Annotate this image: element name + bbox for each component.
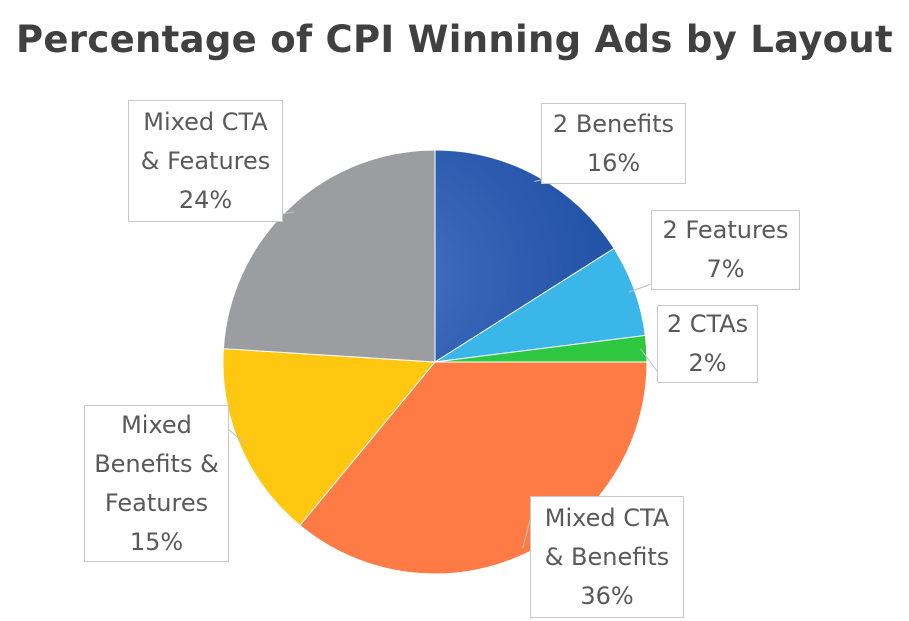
slice-value: 36% [580,581,634,610]
slice-value: 16% [586,148,641,177]
slice-label: Mixed CTA & Benefits [544,503,670,571]
chart-title: Percentage of CPI Winning Ads by Layout [15,18,893,61]
pie-slice-mixed-benefits-features [222,348,437,527]
leader-line [640,348,658,372]
leader-line [522,519,531,549]
slice-label: Mixed CTA & Features [140,107,271,175]
leader-line [228,429,247,445]
slice-label: 2 Benefits [552,109,675,138]
slice-label: Mixed Benefits & Features [94,410,219,517]
slice-label: 2 Features [662,216,789,244]
data-label: 2 CTAs 2% [657,305,758,383]
slice-value: 15% [129,527,184,556]
leader-line [282,211,295,215]
leader-line [628,283,652,293]
data-label: 2 Features 7% [651,210,800,290]
slice-value: 2% [688,349,727,377]
slice-value: 7% [706,255,745,283]
data-label: Mixed CTA & Benefits 36% [530,496,684,618]
pie-slice-mixed-cta-features [222,149,436,363]
slice-label: 2 CTAs [666,310,749,338]
leader-line [534,179,542,182]
data-label: Mixed Benefits & Features 15% [84,405,229,562]
data-label: Mixed CTA & Features 24% [128,100,283,222]
data-label: 2 Benefits 16% [541,103,686,184]
slice-value: 24% [178,185,233,214]
